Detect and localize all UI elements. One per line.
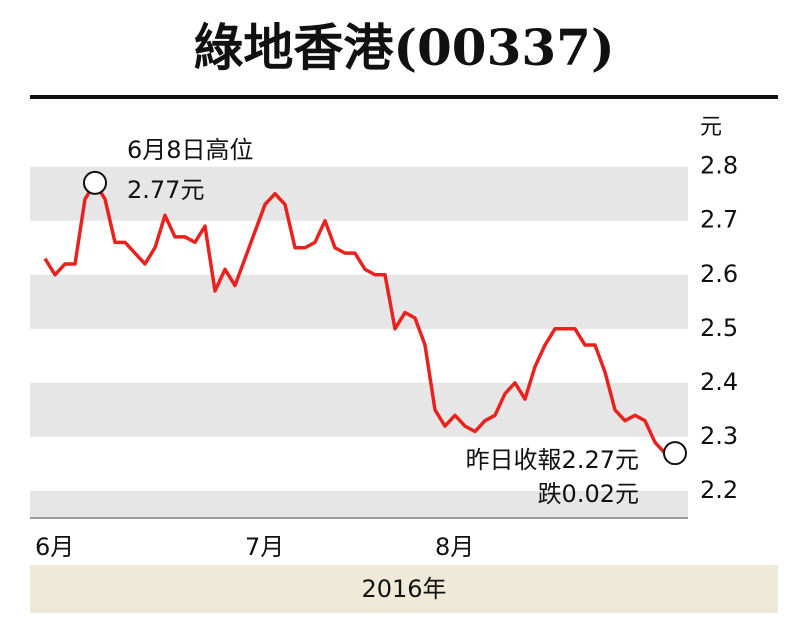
annotation: 2.77元	[127, 176, 204, 204]
x-tick-label: 8月	[435, 533, 474, 561]
annotation: 跌0.02元	[538, 480, 639, 508]
x-label: 2016年	[361, 575, 446, 603]
chart-title: 綠地香港(00337)	[193, 18, 614, 77]
y-tick-label: 2.5	[700, 314, 738, 342]
title-rule	[30, 95, 778, 99]
x-label-bar	[30, 565, 778, 613]
y-tick-label: 2.4	[700, 368, 738, 396]
grid-band	[30, 274, 688, 329]
annotation: 昨日收報2.27元	[466, 446, 639, 474]
y-unit: 元	[700, 115, 722, 140]
x-tick-label: 6月	[35, 533, 74, 561]
grid-band	[30, 490, 688, 518]
y-tick-label: 2.3	[700, 422, 738, 450]
point-marker	[663, 441, 687, 466]
point-marker	[83, 170, 107, 195]
y-tick-label: 2.7	[700, 206, 738, 234]
grid-band	[30, 382, 688, 437]
y-tick-label: 2.2	[700, 476, 738, 504]
price-line	[43, 181, 675, 455]
y-tick-label: 2.6	[700, 260, 738, 288]
y-tick-label: 2.8	[700, 152, 738, 180]
annotation: 6月8日高位	[127, 136, 254, 164]
grid-band	[30, 166, 688, 221]
x-tick-label: 7月	[245, 533, 284, 561]
